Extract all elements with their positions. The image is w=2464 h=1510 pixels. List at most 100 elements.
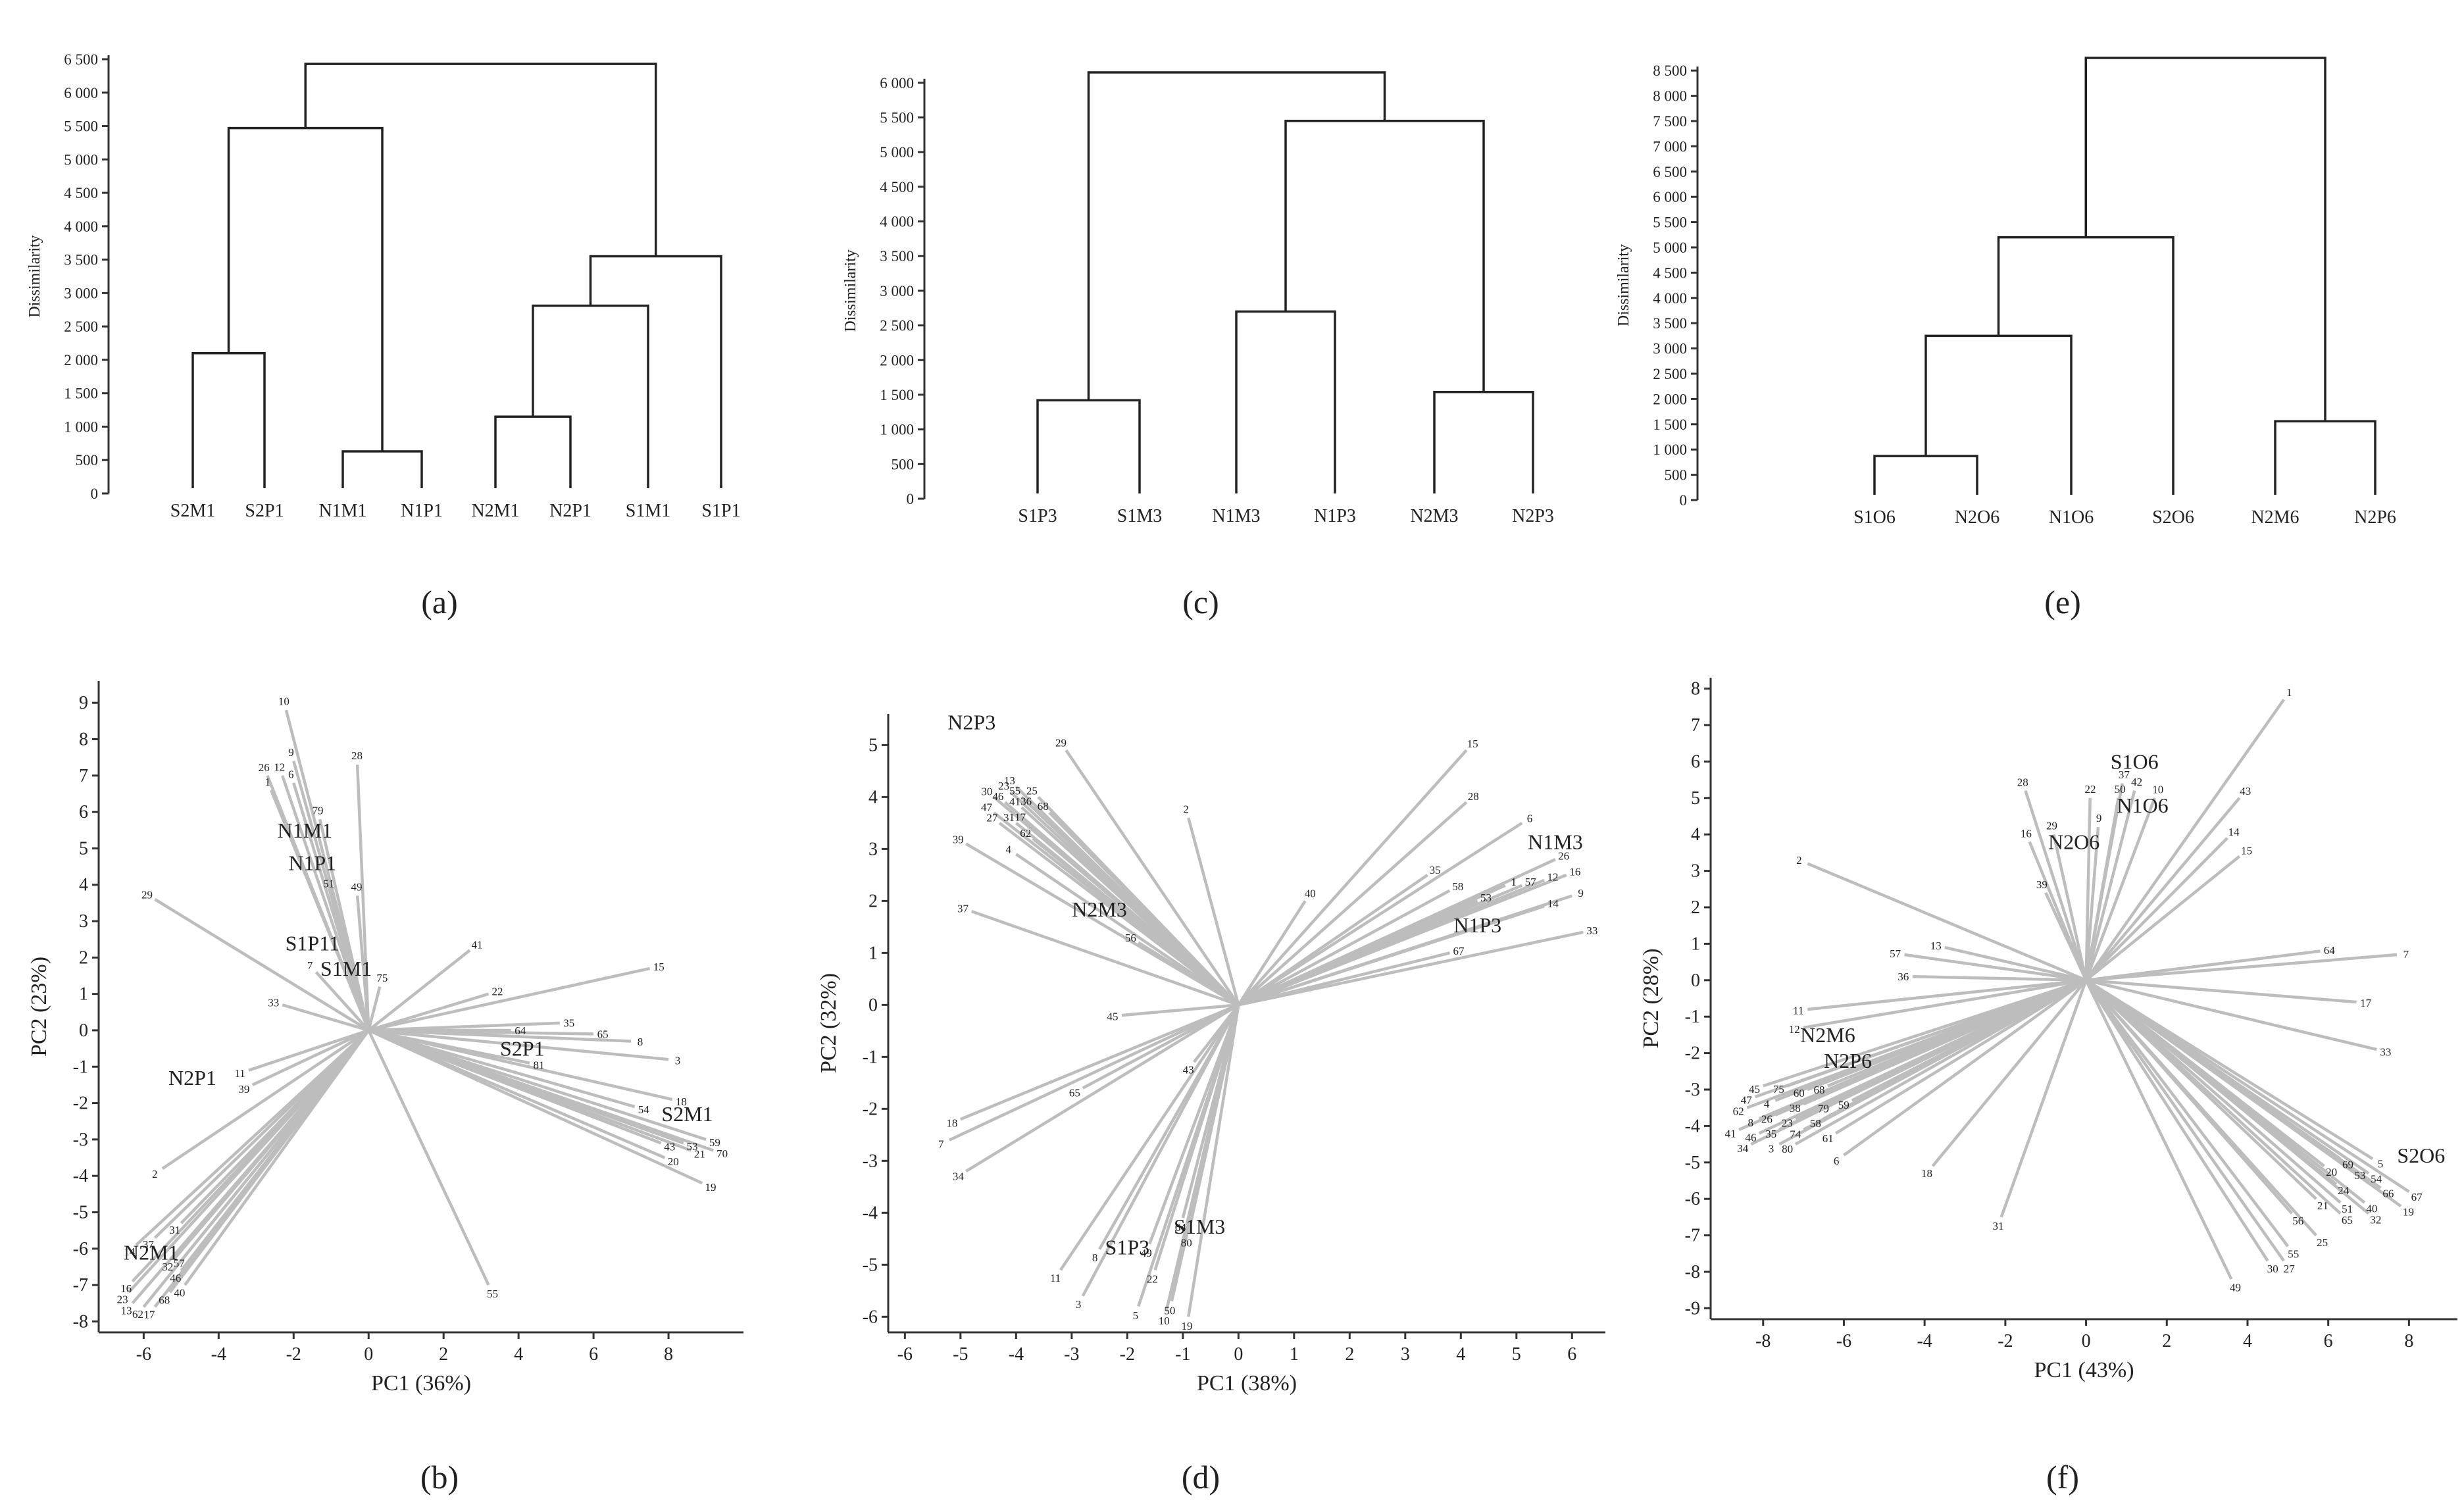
loading-vector: [2085, 978, 2410, 1193]
leaf-label: S2O6: [2152, 507, 2194, 528]
variable-label: 33: [1586, 924, 1597, 937]
variable-label: 58: [1810, 1117, 1821, 1130]
variable-label: 12: [1789, 1023, 1800, 1036]
loading-vector: [2084, 797, 2241, 982]
y-tick-label: 5 500: [1653, 214, 1687, 231]
variable-label: 1: [2286, 686, 2292, 699]
loading-vector: [355, 765, 370, 1031]
variable-label: 62: [1020, 827, 1031, 840]
loading-vector: [2085, 979, 2342, 1215]
y-tick-label: 7 500: [1653, 113, 1687, 130]
loading-vector: [1238, 821, 1523, 1007]
loading-vector: [1835, 978, 2087, 1135]
loading-vector: [2084, 790, 2136, 981]
variable-label: 28: [1468, 790, 1479, 803]
y-tick-label: 5: [868, 735, 878, 755]
loading-vector: [2086, 953, 2398, 982]
variable-label: 80: [1782, 1143, 1793, 1155]
y-tick-label: -4: [863, 1203, 878, 1223]
variable-label: 32: [162, 1261, 173, 1273]
variable-label: 6: [1527, 812, 1533, 824]
sample-label: N2P6: [1824, 1049, 1872, 1072]
variable-label: 30: [981, 785, 992, 797]
loading-vector: [1238, 873, 1567, 1007]
variable-label: 34: [1737, 1142, 1749, 1155]
variable-label: 79: [1818, 1102, 1829, 1115]
variable-label: 31: [1993, 1220, 2004, 1232]
loading-vector: [948, 1003, 1240, 1142]
leaf-label: N1O6: [2049, 507, 2094, 528]
x-tick-label: 1: [1290, 1344, 1299, 1365]
variable-label: 9: [2096, 812, 2102, 824]
loading-vector: [1015, 853, 1240, 1007]
panel-letter: (e): [2044, 584, 2081, 620]
y-tick-label: 3 500: [64, 252, 98, 268]
dendrogram-link: [2084, 57, 2326, 422]
y-tick-label: 3 000: [64, 285, 98, 301]
y-axis-label: PC2 (23%): [27, 957, 51, 1057]
loading-vector: [1746, 978, 2087, 1109]
y-tick-label: 0: [1680, 492, 1688, 509]
loading-vector: [368, 1028, 673, 1101]
variable-label: 68: [1813, 1084, 1824, 1096]
variable-label: 17: [2360, 997, 2372, 1009]
variable-label: 8: [638, 1036, 643, 1048]
y-tick-label: 5 500: [880, 109, 914, 126]
y-tick-label: 5: [1691, 788, 1700, 809]
y-tick-label: 1: [1691, 934, 1700, 954]
loading-vector: [2024, 790, 2088, 981]
loading-vector: [1803, 978, 2086, 1030]
variable-label: 21: [2317, 1199, 2328, 1212]
variable-label: 9: [288, 746, 294, 759]
loading-vector: [184, 1029, 370, 1286]
loading-vector: [2085, 855, 2241, 982]
variable-label: 79: [313, 805, 324, 817]
variable-label: 49: [2230, 1282, 2241, 1294]
variable-label: 15: [653, 961, 665, 973]
loading-vector: [1794, 978, 2087, 1146]
x-tick-label: 8: [664, 1344, 673, 1365]
variable-label: 2: [1183, 803, 1189, 815]
variable-label: 53: [2354, 1169, 2365, 1182]
loading-vector: [1750, 978, 2087, 1146]
variable-label: 43: [1183, 1063, 1194, 1076]
y-tick-label: 4 000: [880, 214, 914, 230]
loading-vector: [314, 970, 370, 1032]
y-tick-label: 2 500: [64, 318, 98, 335]
loading-vector: [248, 1028, 369, 1072]
variable-label: 12: [1547, 870, 1559, 883]
dendrogram-link: [227, 126, 384, 452]
y-tick-label: 0: [79, 1020, 88, 1041]
leaf-label: N2M1: [471, 501, 519, 521]
loading-vector: [2044, 892, 2088, 981]
variable-label: 23: [1782, 1117, 1793, 1129]
loading-vector: [172, 1029, 370, 1261]
dendrogram-link: [1087, 71, 1386, 401]
loading-vector: [368, 1028, 636, 1109]
loading-vector: [1807, 862, 2087, 982]
panel-letter: (b): [420, 1459, 459, 1496]
y-tick-label: 1 000: [880, 422, 914, 438]
variable-label: 62: [132, 1308, 143, 1321]
variable-label: 26: [1761, 1113, 1773, 1125]
variable-label: 19: [705, 1181, 717, 1194]
loading-vector: [368, 1028, 669, 1061]
sample-label: N2M1: [124, 1240, 179, 1264]
y-tick-label: 1: [79, 984, 88, 1005]
loading-vector: [368, 1028, 715, 1152]
variable-label: 68: [159, 1294, 170, 1306]
sample-label: S1P3: [1105, 1236, 1150, 1259]
loading-vector: [1121, 1003, 1239, 1017]
y-tick-label: 7: [1691, 715, 1700, 736]
x-tick-label: 3: [1401, 1344, 1410, 1365]
loading-vector: [251, 1028, 370, 1086]
variable-label: 16: [2021, 827, 2032, 840]
y-tick-label: -1: [73, 1057, 88, 1077]
loading-vector: [368, 992, 490, 1032]
variable-label: 54: [638, 1103, 650, 1116]
y-tick-label: 1: [868, 943, 878, 963]
variable-label: 65: [597, 1028, 609, 1041]
loading-vector: [1904, 953, 2086, 982]
y-tick-label: -7: [1685, 1226, 1700, 1246]
sample-label: N2O6: [2048, 830, 2099, 853]
